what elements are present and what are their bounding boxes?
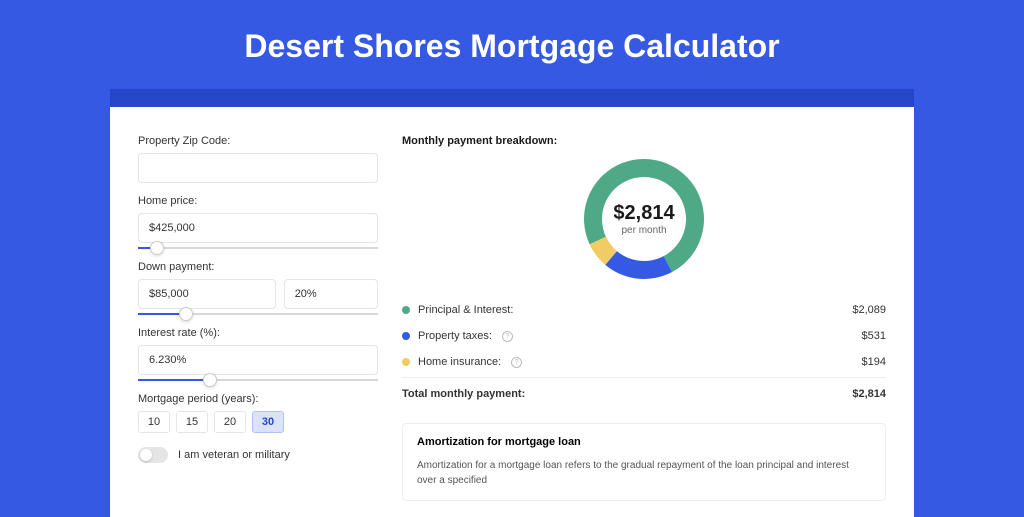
interest-rate-slider-thumb[interactable]	[203, 373, 217, 387]
amortization-text: Amortization for a mortgage loan refers …	[417, 458, 871, 488]
veteran-toggle-label: I am veteran or military	[178, 449, 290, 461]
donut-center: $2,814 per month	[613, 202, 674, 236]
mortgage-period-field-group: Mortgage period (years): 10 15 20 30	[138, 393, 378, 433]
info-icon[interactable]: ?	[511, 357, 522, 368]
donut-amount: $2,814	[613, 202, 674, 225]
legend-total-value: $2,814	[852, 388, 886, 400]
legend-left: Property taxes:?	[402, 330, 513, 342]
down-payment-percent-input[interactable]	[284, 279, 378, 309]
legend-left: Home insurance:?	[402, 356, 522, 368]
legend-left: Principal & Interest:	[402, 304, 513, 316]
period-option-15[interactable]: 15	[176, 411, 208, 433]
down-payment-field-group: Down payment:	[138, 261, 378, 315]
period-option-20[interactable]: 20	[214, 411, 246, 433]
amortization-card: Amortization for mortgage loan Amortizat…	[402, 423, 886, 501]
legend-dot	[402, 358, 410, 366]
legend-label: Principal & Interest:	[418, 304, 513, 316]
down-payment-amount-input[interactable]	[138, 279, 276, 309]
amortization-title: Amortization for mortgage loan	[417, 436, 871, 448]
legend-row: Principal & Interest: $2,089	[402, 297, 886, 323]
zip-label: Property Zip Code:	[138, 135, 378, 147]
legend-row: Home insurance:? $194	[402, 349, 886, 375]
interest-rate-slider[interactable]	[138, 379, 378, 381]
home-price-field-group: Home price:	[138, 195, 378, 249]
legend-value: $531	[862, 330, 886, 342]
mortgage-period-options: 10 15 20 30	[138, 411, 378, 433]
legend-label: Property taxes:	[418, 330, 492, 342]
donut-sub: per month	[613, 225, 674, 236]
interest-rate-field-group: Interest rate (%):	[138, 327, 378, 381]
legend: Principal & Interest: $2,089 Property taxe…	[402, 297, 886, 375]
zip-input[interactable]	[138, 153, 378, 183]
form-column: Property Zip Code: Home price: Down paym…	[138, 135, 378, 517]
calculator-card: Property Zip Code: Home price: Down paym…	[110, 107, 914, 517]
down-payment-label: Down payment:	[138, 261, 378, 273]
zip-field-group: Property Zip Code:	[138, 135, 378, 183]
mortgage-period-label: Mortgage period (years):	[138, 393, 378, 405]
interest-rate-input[interactable]	[138, 345, 378, 375]
donut-segment	[605, 251, 672, 279]
legend-total-row: Total monthly payment: $2,814	[402, 377, 886, 407]
legend-value: $194	[862, 356, 886, 368]
legend-dot	[402, 332, 410, 340]
home-price-slider[interactable]	[138, 247, 378, 249]
period-option-30[interactable]: 30	[252, 411, 284, 433]
breakdown-column: Monthly payment breakdown: $2,814 per mo…	[402, 135, 886, 517]
down-payment-slider-thumb[interactable]	[179, 307, 193, 321]
legend-total-label: Total monthly payment:	[402, 388, 525, 400]
period-option-10[interactable]: 10	[138, 411, 170, 433]
header-band	[110, 89, 914, 107]
down-payment-slider[interactable]	[138, 313, 378, 315]
interest-rate-slider-fill	[138, 379, 210, 381]
page-title: Desert Shores Mortgage Calculator	[0, 0, 1024, 89]
legend-row: Property taxes:? $531	[402, 323, 886, 349]
interest-rate-label: Interest rate (%):	[138, 327, 378, 339]
veteran-toggle[interactable]	[138, 447, 168, 463]
legend-value: $2,089	[852, 304, 886, 316]
home-price-label: Home price:	[138, 195, 378, 207]
home-price-slider-thumb[interactable]	[150, 241, 164, 255]
home-price-input[interactable]	[138, 213, 378, 243]
legend-label: Home insurance:	[418, 356, 501, 368]
donut-chart: $2,814 per month	[402, 159, 886, 279]
breakdown-title: Monthly payment breakdown:	[402, 135, 886, 147]
info-icon[interactable]: ?	[502, 331, 513, 342]
veteran-toggle-row: I am veteran or military	[138, 447, 378, 463]
legend-dot	[402, 306, 410, 314]
